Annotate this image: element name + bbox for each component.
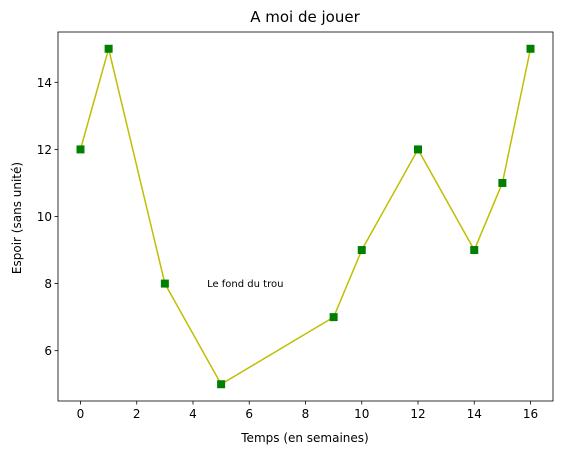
x-tick-label: 16 <box>523 407 538 421</box>
y-tick-label: 10 <box>37 210 52 224</box>
x-tick-label: 8 <box>302 407 310 421</box>
chart-title: A moi de jouer <box>250 8 360 26</box>
y-tick-label: 12 <box>37 143 52 157</box>
series-line <box>79 48 532 385</box>
y-tick-label: 6 <box>44 344 52 358</box>
x-tick-label: 12 <box>410 407 425 421</box>
data-point-marker <box>160 279 169 288</box>
y-tick-label: 8 <box>44 277 52 291</box>
x-tick-label: 0 <box>77 407 85 421</box>
data-point-marker <box>76 145 85 154</box>
data-point-marker <box>104 44 113 53</box>
x-axis-label: Temps (en semaines) <box>240 431 368 445</box>
plot-frame <box>57 31 554 402</box>
x-tick-label: 14 <box>467 407 482 421</box>
x-tick-label: 4 <box>189 407 197 421</box>
x-tick-label: 6 <box>245 407 253 421</box>
y-axis-label: Espoir (sans unité) <box>10 162 24 274</box>
data-point-marker <box>526 44 535 53</box>
x-tick-label: 2 <box>133 407 141 421</box>
x-tick-label: 10 <box>354 407 369 421</box>
annotation-text: Le fond du trou <box>207 279 283 290</box>
data-point-marker <box>217 380 226 389</box>
data-point-marker <box>414 145 422 154</box>
data-point-marker <box>470 246 479 255</box>
plot-area: 0 2 4 6 8 10 12 14 16 6 8 10 12 14 Le fond du trou <box>37 31 554 421</box>
data-point-marker <box>498 178 507 187</box>
data-point-marker <box>357 246 366 255</box>
y-tick-label: 14 <box>37 76 52 90</box>
data-point-marker <box>329 313 338 322</box>
